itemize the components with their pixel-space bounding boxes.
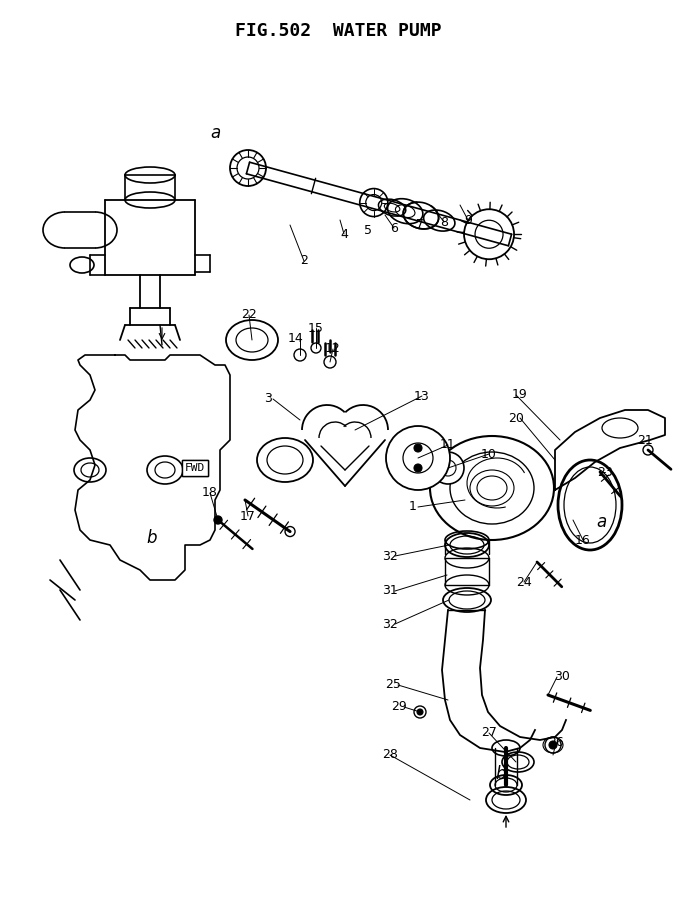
Text: b: b [496,765,506,783]
Text: 7: 7 [416,219,424,231]
Text: 27: 27 [481,726,497,740]
Text: 6: 6 [390,221,398,234]
Circle shape [643,445,653,455]
Text: FWD: FWD [185,463,205,473]
Circle shape [386,426,450,490]
Circle shape [440,460,456,476]
Text: 13: 13 [414,390,430,403]
Circle shape [414,464,422,472]
Text: 25: 25 [385,679,401,691]
Text: a: a [210,124,220,142]
Text: 28: 28 [382,749,398,762]
Text: b: b [147,529,158,547]
Text: 24: 24 [516,576,532,589]
Circle shape [432,452,464,484]
Text: 8: 8 [440,216,448,229]
Text: 16: 16 [575,534,591,547]
Circle shape [549,741,557,749]
Text: 17: 17 [240,509,256,523]
Text: FIG.502  WATER PUMP: FIG.502 WATER PUMP [235,22,441,40]
Circle shape [417,709,423,715]
Circle shape [214,516,222,524]
Text: 11: 11 [440,438,456,452]
Text: 1: 1 [409,500,417,514]
Text: 14: 14 [288,332,304,344]
Text: 30: 30 [554,670,570,683]
Circle shape [403,443,433,473]
Circle shape [285,527,295,537]
Text: 19: 19 [512,388,528,402]
Text: 29: 29 [391,701,407,713]
Text: 4: 4 [340,228,348,241]
Text: 31: 31 [382,585,398,598]
Text: a: a [596,513,606,531]
Text: 32: 32 [382,549,398,562]
Text: 5: 5 [364,224,372,238]
Circle shape [414,706,426,718]
Text: 3: 3 [264,393,272,405]
Text: 12: 12 [325,343,341,355]
Text: 15: 15 [308,322,324,334]
Text: FWD: FWD [185,463,205,473]
Circle shape [545,737,561,753]
Text: 18: 18 [202,486,218,499]
Text: 32: 32 [382,618,398,630]
Text: 21: 21 [637,434,653,446]
Text: 23: 23 [597,466,613,478]
Text: 26: 26 [548,736,564,750]
Text: 10: 10 [481,447,497,460]
Text: 22: 22 [241,309,257,322]
Circle shape [414,444,422,452]
Text: 9: 9 [464,213,472,227]
Text: 20: 20 [508,412,524,425]
Text: 2: 2 [300,254,308,268]
